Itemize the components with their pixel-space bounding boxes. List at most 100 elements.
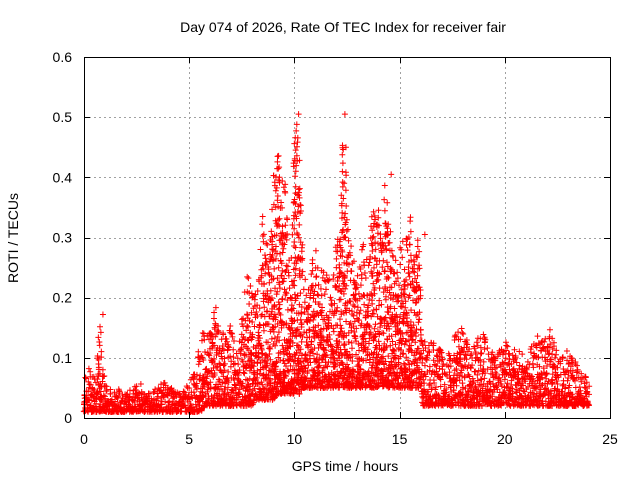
data-point [250, 363, 257, 370]
data-point [230, 346, 237, 353]
data-point [295, 186, 302, 193]
data-point [253, 374, 260, 381]
data-point [358, 246, 365, 253]
data-point [275, 299, 282, 306]
data-point [273, 184, 280, 191]
data-point [306, 318, 313, 325]
data-point [146, 390, 153, 397]
data-point [282, 289, 289, 296]
data-point [306, 334, 313, 341]
data-point [241, 370, 248, 377]
data-point [293, 327, 300, 334]
data-point [282, 373, 289, 380]
data-point [206, 352, 213, 359]
data-point [212, 304, 219, 311]
data-point [337, 269, 344, 276]
data-point [303, 329, 310, 336]
data-point [282, 372, 289, 379]
data-point [95, 364, 102, 371]
data-point [298, 304, 305, 311]
data-point [343, 227, 350, 234]
data-point [94, 376, 101, 383]
data-point [504, 384, 511, 391]
data-point [273, 232, 280, 239]
data-point [255, 329, 262, 336]
data-point [290, 305, 297, 312]
data-point [227, 323, 234, 330]
data-point [260, 265, 267, 272]
data-point [294, 231, 301, 238]
data-point [318, 326, 324, 333]
data-point [273, 250, 280, 257]
data-point [312, 327, 319, 334]
data-point [365, 262, 372, 269]
data-point [293, 162, 300, 169]
data-point [221, 355, 228, 362]
data-point [282, 189, 289, 196]
data-point [271, 265, 278, 272]
data-point [282, 232, 289, 239]
data-point [277, 357, 284, 364]
data-point [297, 201, 304, 208]
data-point [256, 321, 263, 328]
data-point [303, 356, 310, 363]
data-point [481, 346, 488, 353]
data-point [99, 378, 106, 385]
data-point [407, 214, 414, 221]
data-point [274, 193, 281, 200]
data-point [259, 381, 266, 388]
data-point [414, 243, 421, 250]
data-point [295, 355, 302, 362]
data-point [369, 247, 376, 254]
data-point [292, 147, 299, 154]
data-point [296, 221, 303, 228]
data-point [175, 399, 182, 406]
data-point [297, 207, 304, 214]
data-point [231, 360, 238, 367]
data-point [282, 181, 289, 188]
data-point [261, 396, 268, 403]
data-point [266, 344, 273, 351]
data-point [244, 273, 251, 280]
data-point [115, 393, 122, 400]
data-point [246, 386, 253, 393]
y-tick-label: 0.5 [53, 109, 73, 125]
data-point [234, 375, 241, 382]
data-point [193, 386, 200, 393]
data-point [216, 386, 223, 393]
data-point [394, 269, 401, 276]
data-point [481, 339, 488, 346]
data-point [211, 371, 218, 378]
data-point [245, 275, 252, 282]
data-point [249, 362, 256, 369]
data-point [310, 316, 317, 323]
data-point [195, 361, 202, 368]
data-point [235, 394, 242, 401]
data-point [327, 294, 334, 301]
data-point [322, 352, 329, 359]
data-point [261, 281, 268, 288]
data-point [210, 315, 217, 322]
data-point [204, 388, 211, 395]
data-point [262, 255, 269, 262]
data-point [211, 355, 218, 362]
data-point [298, 272, 305, 279]
data-point [284, 367, 291, 374]
data-point [155, 393, 162, 400]
data-point [362, 275, 369, 282]
data-point [223, 335, 230, 342]
data-point [291, 196, 298, 203]
data-point [276, 301, 283, 308]
data-point [268, 294, 275, 301]
data-point [287, 343, 294, 350]
data-point [260, 327, 267, 334]
data-point [295, 192, 302, 199]
data-point [222, 376, 229, 383]
data-point [85, 378, 92, 385]
data-point [339, 183, 346, 190]
data-point [337, 322, 344, 329]
data-point [215, 327, 222, 334]
data-point [281, 275, 288, 282]
data-point [225, 368, 232, 375]
data-point [82, 374, 89, 381]
